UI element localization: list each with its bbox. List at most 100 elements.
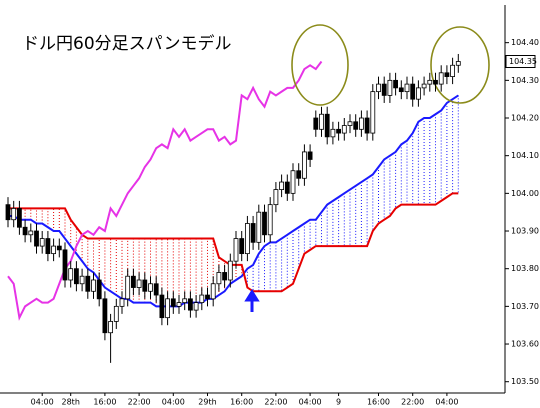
candle-body xyxy=(79,275,85,285)
candle-body xyxy=(96,279,102,300)
candle-body xyxy=(353,121,359,130)
candle-body xyxy=(187,298,193,311)
candle-body xyxy=(119,298,125,307)
candle-body xyxy=(313,117,319,130)
x-tick-label: 16:00 xyxy=(367,398,390,407)
candle-body xyxy=(262,211,267,236)
candle-body xyxy=(290,170,296,194)
candle-body xyxy=(28,230,34,236)
y-tick-label: 103.80 xyxy=(511,264,539,273)
candle-body xyxy=(85,275,91,292)
candle-body xyxy=(227,260,233,281)
candle-body xyxy=(387,79,393,96)
candle-body xyxy=(39,238,45,247)
candle-body xyxy=(16,208,22,228)
highlight-circle xyxy=(430,26,490,104)
candle-body xyxy=(11,208,17,221)
candle-body xyxy=(410,83,416,100)
candle-body xyxy=(34,230,39,247)
candle-body xyxy=(22,226,28,236)
candle-body xyxy=(330,128,336,138)
span-line xyxy=(7,60,323,321)
candle-body xyxy=(91,279,96,292)
candle-body xyxy=(165,298,171,319)
candle-body xyxy=(210,283,216,300)
candle-body xyxy=(296,170,302,179)
x-tick-label: 04:00 xyxy=(299,398,322,407)
candle-body xyxy=(113,305,119,322)
last-price-box xyxy=(505,55,536,69)
candle-body xyxy=(450,64,456,77)
x-tick-label: 29th xyxy=(198,398,216,407)
candle-body xyxy=(307,151,313,160)
candle-body xyxy=(216,272,222,285)
span-line xyxy=(8,192,459,293)
candle-body xyxy=(102,298,108,334)
candle-body xyxy=(324,113,330,138)
candle-body xyxy=(336,128,342,134)
candle-body xyxy=(319,113,324,130)
candle-body xyxy=(404,83,410,93)
candle-body xyxy=(170,298,176,307)
candle-body xyxy=(421,83,427,89)
candle-body xyxy=(74,268,79,285)
span-line xyxy=(8,94,459,308)
candle-body xyxy=(438,72,444,85)
candle-body xyxy=(455,61,461,66)
candle-body xyxy=(125,275,131,300)
y-tick-label: 104.40 xyxy=(511,38,539,47)
candle-body xyxy=(358,117,364,130)
candle-body xyxy=(301,151,307,179)
candle-body xyxy=(130,275,136,288)
candle-body xyxy=(148,283,153,292)
arrow xyxy=(244,289,260,312)
candle-body xyxy=(193,302,199,311)
candle-body xyxy=(381,83,387,96)
candle-body xyxy=(62,249,68,281)
candle-body xyxy=(45,238,51,255)
candle-body xyxy=(364,117,370,134)
y-tick-label: 104.10 xyxy=(511,151,539,160)
candle-body xyxy=(341,125,347,134)
candle-body xyxy=(199,294,205,303)
candle-body xyxy=(51,245,56,255)
candle-body xyxy=(393,79,399,89)
candle-body xyxy=(398,87,404,93)
x-tick-label: 16:00 xyxy=(93,398,116,407)
x-tick-label: 9 xyxy=(336,398,341,407)
candle-body xyxy=(182,298,188,303)
candle-body xyxy=(142,279,148,292)
y-tick-label: 103.50 xyxy=(511,377,539,386)
x-tick-label: 22:00 xyxy=(401,398,424,407)
x-tick-label: 22:00 xyxy=(128,398,151,407)
candle-body xyxy=(347,121,353,126)
x-tick-label: 28th xyxy=(62,398,80,407)
highlight-circle xyxy=(291,24,349,106)
candle-body xyxy=(444,72,450,77)
candle-body xyxy=(153,283,159,296)
candle-body xyxy=(267,204,273,236)
candle-body xyxy=(239,238,245,255)
candle-body xyxy=(108,321,113,334)
candle-body xyxy=(233,238,239,262)
candle-body xyxy=(159,294,165,319)
candle-body xyxy=(433,79,438,85)
chart-title: ドル円60分足スパンモデル xyxy=(22,33,231,54)
candle-body xyxy=(279,181,285,190)
candle-body xyxy=(427,79,433,85)
candle-body xyxy=(244,223,250,255)
candle-body xyxy=(68,268,74,281)
candle-body xyxy=(56,245,62,251)
y-tick-label: 103.60 xyxy=(511,340,539,349)
x-tick-label: 04:00 xyxy=(435,398,458,407)
y-tick-label: 103.70 xyxy=(511,302,539,311)
candle-body xyxy=(205,294,210,300)
candle-body xyxy=(136,279,142,288)
y-tick-label: 103.90 xyxy=(511,227,539,236)
candle-body xyxy=(250,223,256,243)
last-price-label: 104.35 xyxy=(509,57,537,66)
candle-body xyxy=(284,181,290,194)
candle-body xyxy=(370,91,376,134)
